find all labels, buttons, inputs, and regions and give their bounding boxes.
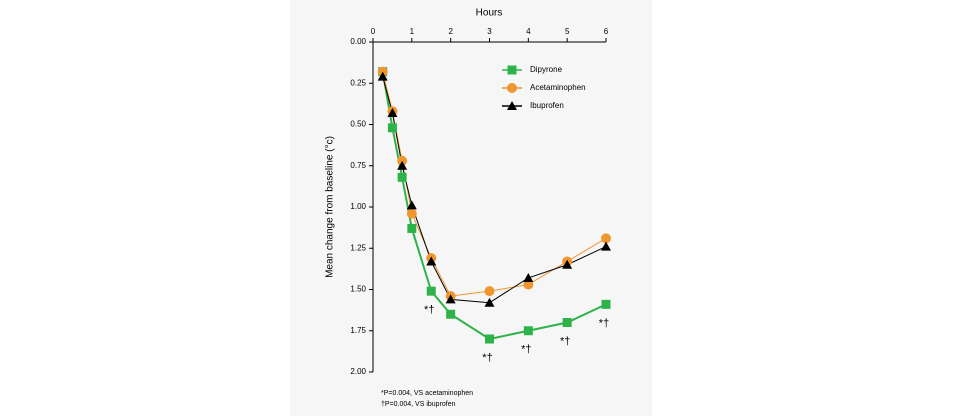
footnote: †P=0.004, VS ibuprofen: [381, 401, 456, 408]
series-line: [382, 71, 607, 297]
x-tick-label: 0: [371, 27, 376, 36]
marker: [446, 309, 456, 319]
x-tick-label: 5: [565, 27, 570, 36]
footnote: *P=0.004, VS acetaminophen: [381, 390, 473, 397]
marker: [485, 334, 494, 344]
marker: [406, 200, 417, 210]
marker: [426, 286, 436, 296]
annotation: *†: [482, 352, 492, 364]
marker: [406, 208, 417, 219]
x-tick-label: 1: [410, 27, 415, 36]
marker: [523, 279, 534, 290]
y-tick-label: 1.75: [350, 326, 366, 335]
annotation: *†: [599, 317, 609, 329]
annotation: *†: [424, 304, 434, 316]
marker: [426, 256, 437, 266]
marker: [484, 297, 495, 307]
annotation: *†: [560, 335, 570, 347]
series-line: [381, 71, 607, 341]
marker: [484, 286, 495, 297]
y-tick-label: 0.75: [350, 161, 366, 170]
legend-marker: [507, 101, 517, 110]
marker: [445, 294, 456, 304]
marker: [387, 123, 397, 133]
marker: [387, 107, 398, 117]
marker: [601, 241, 611, 251]
x-tick-label: 2: [448, 27, 453, 36]
x-tick-label: 4: [526, 27, 531, 36]
marker: [562, 259, 573, 269]
x-tick-label: 6: [604, 27, 609, 36]
marker: [523, 326, 533, 336]
y-tick-label: 0.25: [350, 78, 366, 87]
series-line: [382, 76, 607, 304]
legend-label: Dipyrone: [530, 65, 563, 74]
x-tick-label: 3: [487, 27, 492, 36]
y-tick-label: 1.50: [350, 285, 366, 294]
marker: [397, 172, 407, 182]
marker: [562, 318, 572, 327]
y-tick-label: 0.00: [350, 37, 366, 46]
legend-label: Ibuprofen: [530, 101, 564, 110]
legend-marker: [507, 83, 517, 93]
y-axis-title: Mean change from baseline (°c): [325, 136, 336, 278]
legend-label: Acetaminophen: [530, 83, 586, 92]
x-axis-title: Hours: [476, 8, 503, 19]
annotation: *†: [521, 344, 531, 356]
y-tick-label: 0.50: [350, 120, 366, 129]
legend-marker: [507, 65, 517, 75]
marker: [523, 272, 534, 282]
marker: [601, 299, 611, 309]
marker: [407, 223, 417, 233]
panel: [290, 0, 652, 416]
marker: [397, 160, 408, 170]
y-tick-label: 2.00: [350, 367, 366, 376]
marker: [377, 71, 388, 81]
marker: [601, 233, 611, 244]
y-tick-label: 1.25: [350, 243, 366, 252]
y-tick-label: 1.00: [350, 202, 366, 211]
